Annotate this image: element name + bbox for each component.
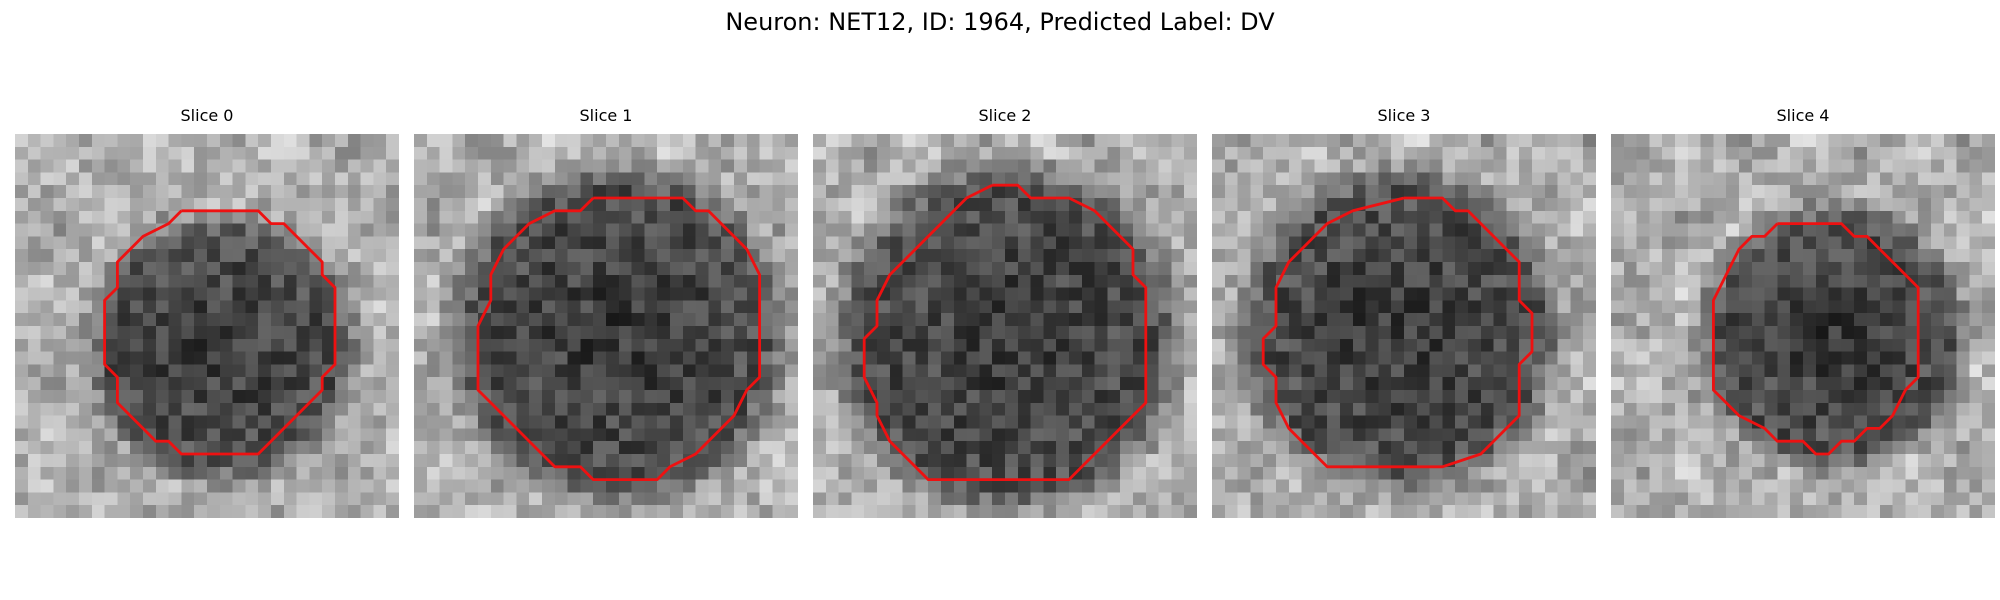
pixel-field — [414, 134, 798, 518]
slice-title-0: Slice 0 — [180, 106, 234, 125]
figure-title: Neuron: NET12, ID: 1964, Predicted Label… — [725, 8, 1275, 36]
slice-title-1: Slice 1 — [579, 106, 633, 125]
slice-panel-1: Slice 1 — [414, 104, 798, 518]
slice-image-0 — [15, 134, 399, 518]
pixel-field — [1212, 134, 1596, 518]
slice-panel-2: Slice 2 — [813, 104, 1197, 518]
segmentation-contour — [1711, 222, 1920, 456]
slice-image-3 — [1212, 134, 1596, 518]
slice-title-4: Slice 4 — [1776, 106, 1830, 125]
segmentation-contour — [1261, 196, 1534, 469]
slice-image-4 — [1611, 134, 1995, 518]
pixel-field — [1611, 134, 1995, 518]
slice-title-3: Slice 3 — [1377, 106, 1431, 125]
segmentation-contour — [103, 209, 337, 456]
slice-panel-4: Slice 4 — [1611, 104, 1995, 518]
slice-panel-0: Slice 0 — [15, 104, 399, 518]
pixel-field — [813, 134, 1197, 518]
pixel-field — [15, 134, 399, 518]
slice-image-2 — [813, 134, 1197, 518]
segmentation-contour — [476, 196, 762, 482]
segmentation-contour — [862, 183, 1148, 482]
slice-panel-3: Slice 3 — [1212, 104, 1596, 518]
slice-title-2: Slice 2 — [978, 106, 1032, 125]
slice-image-1 — [414, 134, 798, 518]
